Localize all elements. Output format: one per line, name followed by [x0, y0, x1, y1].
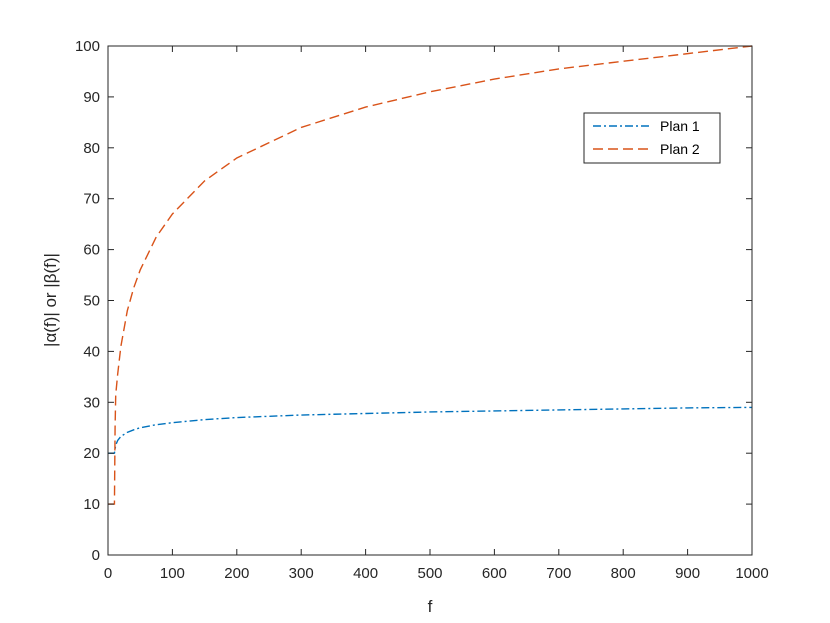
series-layer [108, 45, 753, 505]
x-tick-label: 300 [289, 565, 314, 582]
x-axis-label: f [428, 597, 433, 616]
legend-box [583, 112, 721, 164]
x-tick-label: 500 [417, 565, 442, 582]
x-tick-label: 900 [675, 565, 700, 582]
legend: Plan 1 Plan 2 [583, 112, 721, 164]
y-tick-label: 100 [75, 38, 100, 55]
y-tick-label: 60 [83, 242, 100, 259]
y-tick-label: 40 [83, 343, 100, 360]
legend-label-plan-2: Plan 2 [660, 141, 700, 157]
y-tick-label: 90 [83, 89, 100, 106]
legend-label-plan-1: Plan 1 [660, 118, 700, 134]
tick-layer: 0 100 200 300 400 500 600 700 800 900 1000 0 10 20 30 4… [75, 38, 769, 582]
y-axis-label: |α(f)| or |β(f)| [41, 253, 60, 347]
y-tick-label: 20 [83, 445, 100, 462]
x-tick-label: 1000 [735, 565, 768, 582]
x-tick-label: 200 [224, 565, 249, 582]
x-tick-label: 600 [482, 565, 507, 582]
x-tick-label: 0 [104, 565, 112, 582]
x-tick-label: 100 [160, 565, 185, 582]
series-line-plan-1 [108, 406, 753, 454]
y-tick-label: 10 [83, 496, 100, 513]
y-tick-label: 80 [83, 140, 100, 157]
x-tick-label: 400 [353, 565, 378, 582]
x-tick-label: 800 [611, 565, 636, 582]
x-tick-label: 700 [546, 565, 571, 582]
series-line-plan-2 [108, 45, 753, 505]
y-tick-label: 70 [83, 191, 100, 208]
y-tick-label: 50 [83, 293, 100, 310]
y-tick-label: 0 [92, 547, 100, 564]
y-tick-label: 30 [83, 394, 100, 411]
